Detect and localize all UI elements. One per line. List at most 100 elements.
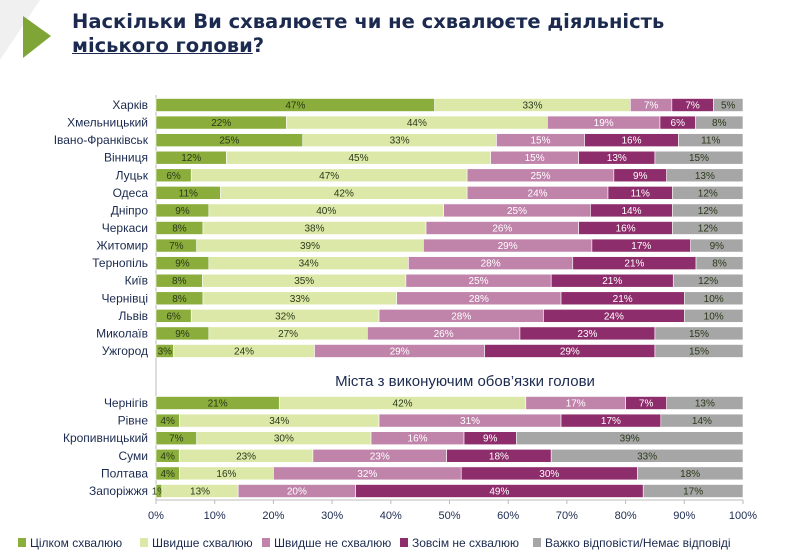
legend-swatch	[140, 538, 148, 547]
data-label: 33%	[637, 451, 657, 462]
data-label: 47%	[285, 101, 305, 112]
data-label: 12%	[698, 188, 718, 199]
legend-label: Швидше не схвалюю	[274, 536, 391, 550]
data-label: 24%	[234, 346, 254, 357]
data-label: 15%	[525, 153, 545, 164]
category-label: Полтава	[101, 466, 148, 480]
bar-segment	[690, 238, 744, 253]
data-label: 10%	[704, 311, 724, 322]
data-label: 34%	[269, 416, 289, 427]
data-label: 15%	[689, 346, 709, 357]
data-label: 12%	[698, 206, 718, 217]
data-label: 16%	[408, 434, 428, 445]
data-label: 8%	[172, 294, 187, 305]
data-label: 9%	[175, 329, 190, 340]
category-label: Тернопіль	[92, 256, 148, 270]
data-label: 17%	[631, 241, 651, 252]
section-title: Міста з виконуючим обов’язки голови	[335, 373, 595, 390]
data-label: 18%	[680, 469, 700, 480]
x-tick-label: 70%	[556, 510, 578, 522]
data-label: 45%	[349, 153, 369, 164]
bar-segment	[672, 273, 744, 288]
data-label: 17%	[601, 416, 621, 427]
data-label: 25%	[507, 206, 527, 217]
bar-segment	[672, 203, 744, 218]
bar-segment	[666, 396, 744, 410]
data-label: 33%	[390, 136, 410, 147]
data-label: 21%	[624, 259, 644, 270]
category-label: Черкаси	[102, 221, 148, 235]
data-label: 33%	[523, 101, 543, 112]
data-label: 30%	[539, 469, 559, 480]
bar-segment	[516, 431, 744, 446]
data-label: 42%	[393, 399, 413, 410]
data-label: 39%	[620, 434, 640, 445]
data-label: 23%	[370, 451, 390, 462]
data-label: 28%	[451, 311, 471, 322]
data-label: 14%	[621, 206, 641, 217]
legend-label: Важко відповісти/Немає відповіді	[545, 536, 731, 550]
data-label: 1%	[152, 487, 167, 498]
data-label: 9%	[633, 171, 648, 182]
category-label: Миколаїв	[96, 326, 148, 340]
data-label: 29%	[498, 241, 518, 252]
data-label: 31%	[460, 416, 480, 427]
x-tick-label: 30%	[321, 510, 343, 522]
category-label: Запоріжжя	[89, 484, 148, 498]
category-label: Чернігів	[104, 396, 148, 410]
data-label: 8%	[172, 223, 187, 234]
data-label: 30%	[274, 434, 294, 445]
legend-swatch	[18, 538, 26, 547]
bar-segment	[672, 186, 744, 200]
bar-segment	[550, 448, 744, 463]
category-label: Київ	[125, 274, 148, 288]
data-label: 4%	[161, 416, 176, 427]
category-label: Івано-Франківськ	[54, 133, 149, 147]
category-label: Рівне	[118, 414, 149, 428]
data-label: 25%	[469, 276, 489, 287]
data-label: 16%	[616, 223, 636, 234]
data-label: 17%	[566, 399, 586, 410]
data-label: 22%	[211, 118, 231, 129]
data-label: 15%	[530, 136, 550, 147]
data-label: 25%	[530, 171, 550, 182]
data-label: 21%	[208, 399, 228, 410]
legend-swatch	[400, 538, 408, 547]
x-tick-label: 0%	[148, 510, 164, 522]
slide-decoration	[0, 0, 51, 60]
data-label: 11%	[631, 188, 650, 199]
gray-corner-shape	[0, 0, 40, 60]
title-suffix: ?	[252, 34, 265, 57]
title-underlined: міського голови	[72, 34, 253, 57]
data-label: 29%	[560, 346, 580, 357]
bar-segment	[713, 98, 744, 112]
bar-segment	[654, 150, 744, 165]
data-label: 32%	[357, 469, 377, 480]
data-label: 25%	[219, 136, 239, 147]
data-label: 39%	[300, 241, 320, 252]
data-label: 17%	[683, 487, 703, 498]
data-label: 16%	[621, 136, 641, 147]
data-label: 23%	[577, 329, 597, 340]
category-label: Ужгород	[102, 344, 148, 358]
data-label: 7%	[169, 241, 184, 252]
category-label: Луцьк	[116, 168, 149, 182]
category-label: Суми	[119, 449, 148, 463]
data-label: 13%	[190, 487, 210, 498]
data-label: 4%	[161, 469, 176, 480]
data-label: 10%	[704, 294, 724, 305]
page-title: Наскільки Ви схвалюєте чи не схвалюєте д…	[72, 10, 792, 58]
data-label: 9%	[710, 241, 725, 252]
data-label: 26%	[492, 223, 512, 234]
bar-segment	[678, 133, 744, 147]
bar-segment	[683, 309, 744, 323]
data-label: 32%	[275, 311, 295, 322]
data-label: 8%	[172, 276, 187, 287]
data-label: 9%	[175, 206, 190, 217]
bar-segment	[660, 413, 744, 428]
legend-swatch	[533, 538, 541, 547]
category-label: Харків	[112, 98, 148, 112]
category-label: Чернівці	[101, 291, 148, 305]
data-label: 21%	[613, 294, 633, 305]
